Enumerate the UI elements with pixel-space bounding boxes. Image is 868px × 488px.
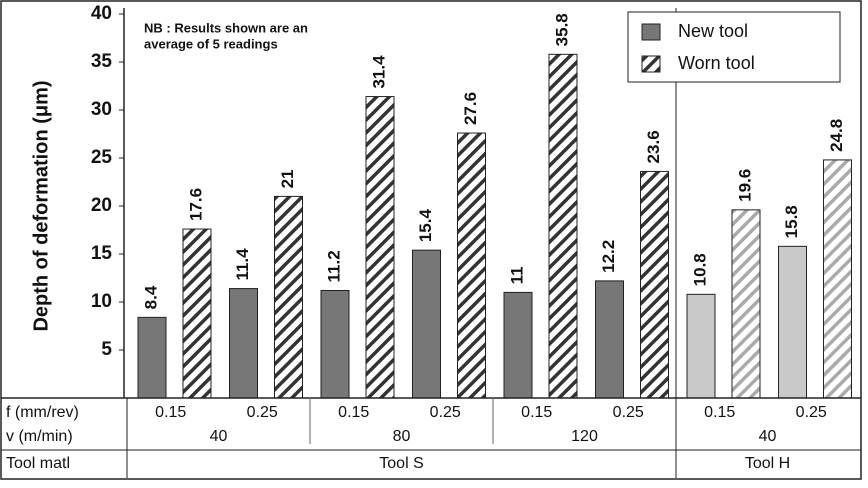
bar [640,170,669,399]
value-label: 27.6 [461,92,480,125]
value-label: 24.8 [827,119,846,152]
y-axis-label: Depth of deformation (μm) [30,80,52,331]
bar [503,291,533,399]
value-label: 11 [507,266,526,284]
table-cell: 0.15 [521,404,552,421]
value-label: 12.2 [599,240,618,273]
legend-label: Worn tool [678,53,755,73]
legend-box [627,11,841,83]
value-label: 10.8 [690,253,709,286]
table-cell: 80 [393,428,411,445]
row-label: f (mm/rev) [6,404,79,421]
table-cell: 120 [571,428,598,445]
bar [686,293,716,399]
value-label: 19.6 [735,169,754,202]
value-label: 17.6 [186,188,205,221]
y-tick-label: 5 [101,339,112,360]
table-cell: 0.15 [338,404,369,421]
value-label: 11.2 [324,250,343,282]
value-label: 21 [278,169,297,188]
value-label: 15.8 [782,205,801,238]
annotation: NB : Results shown are an [144,20,308,35]
bar [778,245,807,399]
table-cell: 0.25 [796,404,827,421]
y-tick-label: 10 [91,291,112,312]
row-label: Tool matl [6,455,70,472]
table-cell: 40 [210,428,228,445]
bar [320,289,350,399]
bar [823,159,852,399]
table-cell: 0.25 [613,404,644,421]
bar [182,228,212,399]
annotation: average of 5 readings [144,36,278,51]
bar [229,288,258,399]
legend-swatch [641,55,661,73]
table-cell: Tool S [379,455,423,472]
bar [412,249,441,399]
bar [274,195,303,399]
value-label: 23.6 [644,130,663,163]
bar [548,53,578,399]
y-tick-label: 35 [91,51,113,72]
y-tick-label: 20 [91,195,112,216]
row-label: v (m/min) [6,428,73,445]
value-label: 15.4 [416,209,435,243]
value-label: 8.4 [141,285,160,309]
legend-label: New tool [678,21,748,41]
bar [457,132,486,399]
bar [731,209,761,399]
bar [595,280,624,399]
frame [0,0,862,480]
table-cell: 0.15 [155,404,186,421]
table-cell: Tool H [745,455,790,472]
table-cell: 0.15 [704,404,735,421]
y-tick-label: 40 [91,3,112,24]
table-cell: 40 [759,428,777,445]
y-tick-label: 25 [91,147,113,168]
value-label: 11.4 [233,248,252,281]
y-tick-label: 30 [91,99,112,120]
legend-swatch [641,23,661,41]
table-cell: 0.25 [247,404,278,421]
y-tick-label: 15 [91,243,113,264]
bar [365,96,395,399]
table-cell: 0.25 [430,404,461,421]
bar [137,316,167,399]
value-label: 31.4 [369,55,388,89]
value-label: 35.8 [552,13,571,46]
